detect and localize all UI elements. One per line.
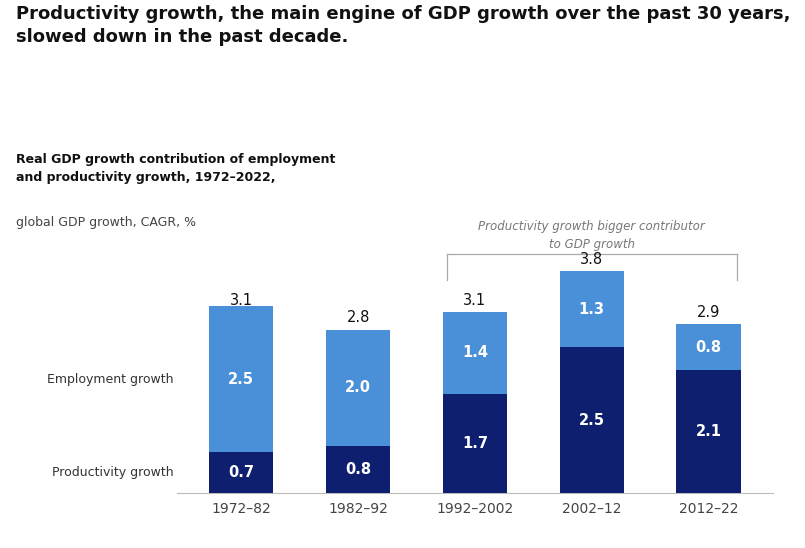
Text: 3.1: 3.1 (229, 293, 253, 308)
Bar (209, 452, 274, 493)
Text: 1.7: 1.7 (462, 436, 488, 451)
Text: 2.0: 2.0 (345, 380, 371, 396)
Bar (676, 324, 741, 370)
Text: 2.9: 2.9 (697, 305, 720, 319)
Text: 2.5: 2.5 (229, 372, 254, 387)
Bar (443, 394, 507, 493)
Text: Real GDP growth contribution of employment
and productivity growth, 1972–2022,: Real GDP growth contribution of employme… (16, 153, 336, 184)
Text: 1.4: 1.4 (462, 345, 488, 361)
Bar (326, 329, 390, 447)
Text: 0.8: 0.8 (345, 463, 371, 477)
Text: Productivity growth: Productivity growth (52, 466, 174, 480)
Text: 0.7: 0.7 (229, 465, 254, 480)
Text: Employment growth: Employment growth (47, 373, 174, 386)
Text: 3.1: 3.1 (464, 293, 486, 308)
Text: 2.1: 2.1 (696, 424, 721, 439)
Bar (209, 306, 274, 452)
Bar (326, 447, 390, 493)
Bar (676, 370, 741, 493)
Bar (443, 312, 507, 394)
Text: global GDP growth, CAGR, %: global GDP growth, CAGR, % (16, 216, 196, 230)
Bar (559, 347, 624, 493)
Text: 0.8: 0.8 (696, 340, 721, 355)
Text: 3.8: 3.8 (580, 252, 603, 267)
Text: Productivity growth, the main engine of GDP growth over the past 30 years,
slowe: Productivity growth, the main engine of … (16, 5, 791, 47)
Text: 1.3: 1.3 (579, 301, 605, 317)
Text: Productivity growth bigger contributor
to GDP growth: Productivity growth bigger contributor t… (478, 220, 705, 250)
Bar (559, 271, 624, 347)
Text: 2.8: 2.8 (346, 310, 369, 326)
Text: 2.5: 2.5 (579, 413, 605, 427)
